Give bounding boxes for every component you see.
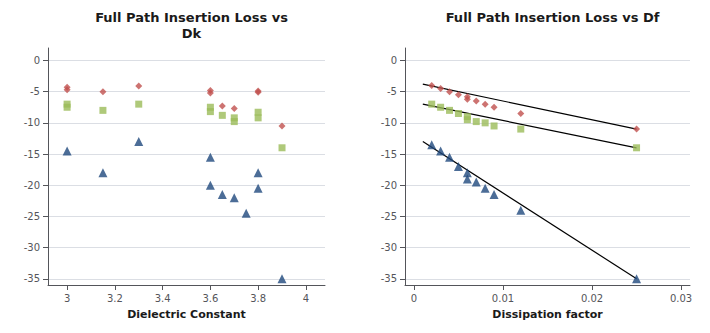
- svg-text:-5: -5: [30, 86, 40, 97]
- svg-text:3: 3: [64, 293, 70, 304]
- svg-text:3.6: 3.6: [202, 293, 218, 304]
- svg-text:0.03: 0.03: [670, 293, 692, 304]
- svg-text:0: 0: [34, 55, 40, 66]
- svg-text:Full Path Insertion Loss vs Df: Full Path Insertion Loss vs Df: [446, 10, 660, 25]
- svg-text:0.01: 0.01: [492, 293, 514, 304]
- svg-text:3.8: 3.8: [250, 293, 266, 304]
- svg-text:0: 0: [411, 293, 417, 304]
- svg-text:Dissipation factor: Dissipation factor: [492, 308, 603, 321]
- svg-text:0.02: 0.02: [581, 293, 603, 304]
- svg-text:Full Path Insertion Loss vs: Full Path Insertion Loss vs: [95, 10, 288, 25]
- svg-text:-20: -20: [24, 180, 40, 191]
- svg-text:3.2: 3.2: [107, 293, 123, 304]
- svg-text:-35: -35: [381, 273, 397, 284]
- svg-text:-35: -35: [24, 273, 40, 284]
- svg-text:-10: -10: [24, 117, 40, 128]
- svg-text:3.4: 3.4: [155, 293, 171, 304]
- svg-text:-15: -15: [381, 149, 397, 160]
- svg-text:-15: -15: [24, 149, 40, 160]
- svg-text:Dk: Dk: [182, 26, 202, 41]
- svg-text:-30: -30: [381, 242, 397, 253]
- svg-text:-25: -25: [381, 211, 397, 222]
- svg-text:-25: -25: [24, 211, 40, 222]
- svg-text:Dielectric Constant: Dielectric Constant: [127, 308, 246, 321]
- svg-text:-20: -20: [381, 180, 397, 191]
- svg-text:-30: -30: [24, 242, 40, 253]
- svg-text:-10: -10: [381, 117, 397, 128]
- svg-text:4: 4: [303, 293, 309, 304]
- svg-text:0: 0: [391, 55, 397, 66]
- svg-text:-5: -5: [387, 86, 397, 97]
